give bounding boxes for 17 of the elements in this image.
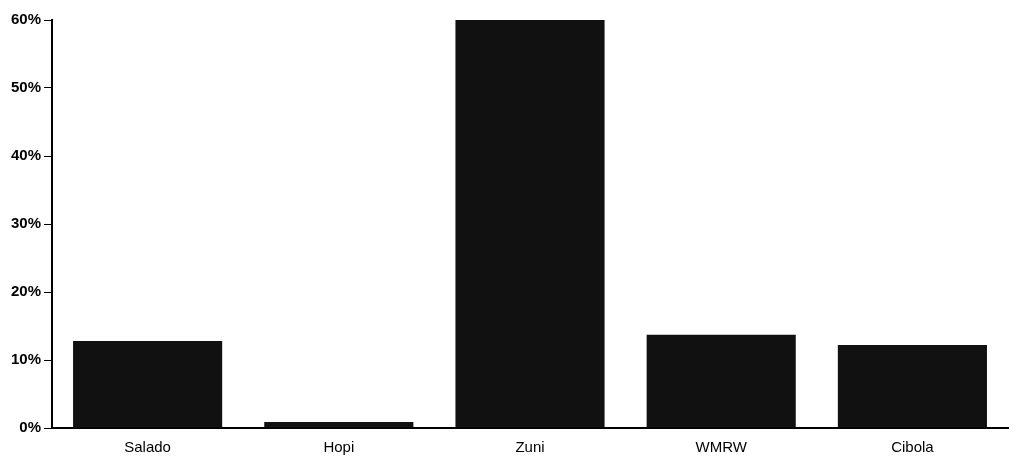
x-tick-label: Zuni <box>515 438 545 456</box>
y-tick-label: 10% <box>10 350 42 368</box>
bar <box>264 421 414 428</box>
y-tick-label: 40% <box>10 146 42 164</box>
x-tick-label: Hopi <box>323 438 355 456</box>
y-tick-label: 0% <box>19 418 42 436</box>
bar <box>837 345 987 428</box>
bar <box>455 20 605 428</box>
y-tick-label: 60% <box>10 10 42 28</box>
x-tick-label: Cibola <box>891 438 935 456</box>
x-tick-label: WMRW <box>695 438 748 456</box>
y-tick-label: 50% <box>10 78 42 96</box>
y-tick-label: 20% <box>10 282 42 300</box>
bar <box>646 334 796 428</box>
y-tick-label: 30% <box>10 214 42 232</box>
x-tick-label: Salado <box>124 438 171 456</box>
bar <box>73 340 223 428</box>
